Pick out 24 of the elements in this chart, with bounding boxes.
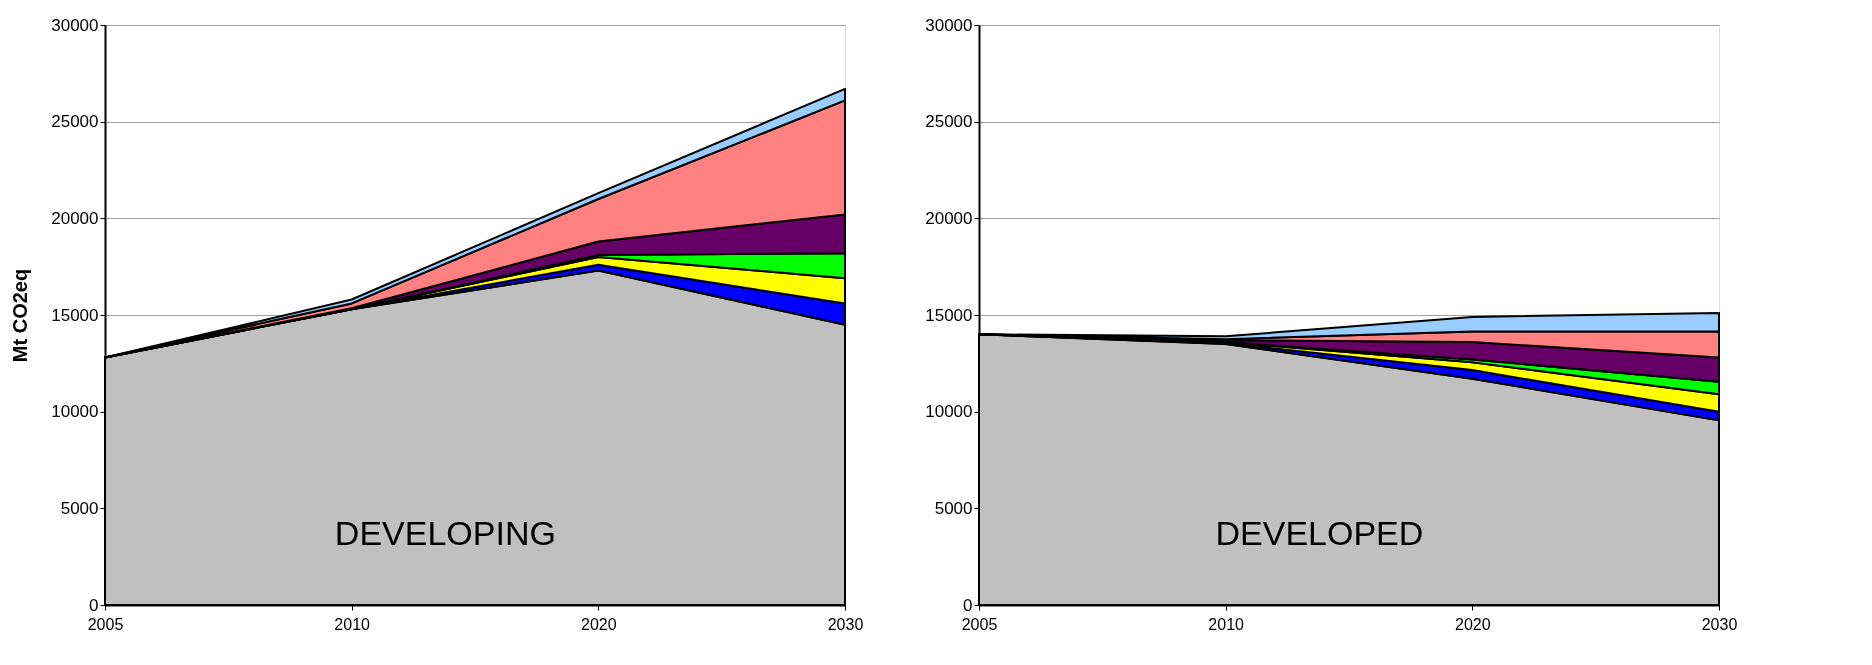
y-tick-label: 10000 [51, 402, 99, 422]
y-axis-title: Mt CO2eq [9, 268, 32, 363]
x-tick-label: 2005 [87, 615, 124, 633]
y-tick-label: 0 [963, 595, 973, 615]
y-tick-label: 20000 [51, 208, 99, 228]
y-tick-label: 20000 [925, 208, 973, 228]
annotation: DEVELOPING [334, 514, 556, 553]
y-tick-label: 15000 [925, 305, 973, 325]
y-tick-label: 5000 [934, 498, 973, 518]
x-tick-label: 2005 [961, 615, 998, 633]
y-tick-label: 10000 [925, 402, 973, 422]
y-tick-label: 25000 [925, 112, 973, 132]
x-tick-label: 2030 [827, 615, 864, 633]
y-tick-label: 30000 [925, 15, 973, 35]
x-tick-label: 2030 [1701, 615, 1738, 633]
y-tick-label: 5000 [60, 498, 99, 518]
y-tick-label: 30000 [51, 15, 99, 35]
y-tick-label: 25000 [51, 112, 99, 132]
y-tick-label: 15000 [51, 305, 99, 325]
x-tick-label: 2010 [1208, 615, 1245, 633]
x-tick-label: 2020 [581, 615, 617, 633]
x-tick-label: 2010 [334, 615, 371, 633]
y-tick-label: 0 [89, 595, 99, 615]
x-tick-label: 2020 [1455, 615, 1491, 633]
